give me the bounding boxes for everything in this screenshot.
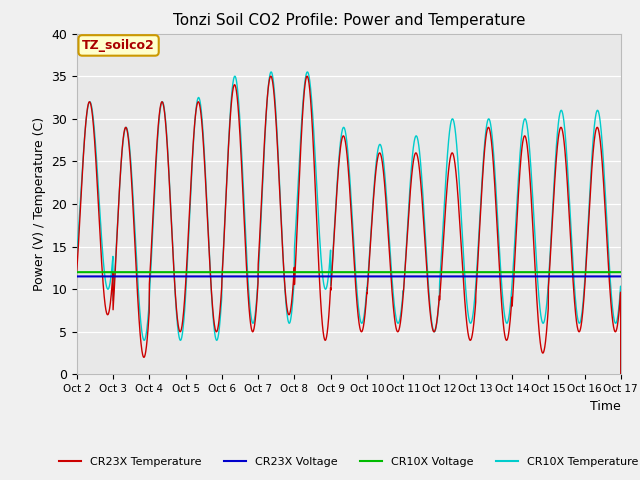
Legend: CR23X Temperature, CR23X Voltage, CR10X Voltage, CR10X Temperature: CR23X Temperature, CR23X Voltage, CR10X …	[55, 452, 640, 471]
X-axis label: Time: Time	[590, 400, 621, 413]
Text: TZ_soilco2: TZ_soilco2	[82, 39, 155, 52]
Title: Tonzi Soil CO2 Profile: Power and Temperature: Tonzi Soil CO2 Profile: Power and Temper…	[173, 13, 525, 28]
Y-axis label: Power (V) / Temperature (C): Power (V) / Temperature (C)	[33, 117, 45, 291]
